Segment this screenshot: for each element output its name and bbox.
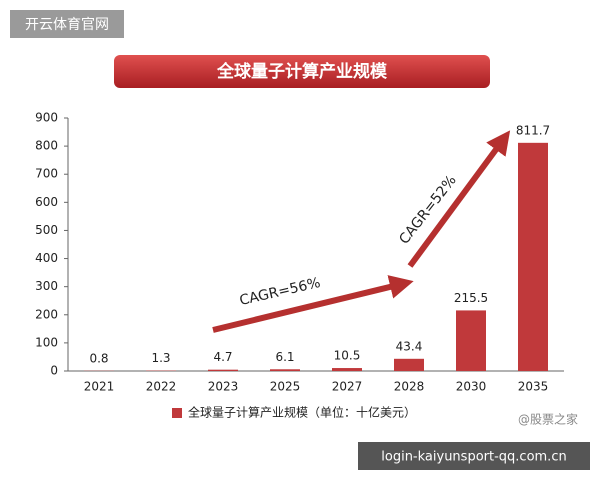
data-label: 10.5 (334, 349, 361, 363)
data-label: 6.1 (275, 350, 294, 364)
x-tick-label: 2027 (332, 380, 363, 394)
bar (208, 370, 238, 371)
data-label: 4.7 (213, 350, 232, 364)
x-tick-label: 2022 (146, 380, 177, 394)
legend-label: 全球量子计算产业规模（单位：十亿美元） (188, 405, 416, 420)
y-tick-label: 900 (35, 111, 58, 125)
data-label: 215.5 (454, 291, 488, 305)
x-tick-label: 2030 (456, 380, 487, 394)
bar (456, 310, 486, 371)
y-tick-label: 600 (35, 195, 58, 209)
bar (518, 143, 548, 371)
x-tick-label: 2035 (518, 380, 549, 394)
x-tick-label: 2023 (208, 380, 239, 394)
chart-title: 全球量子计算产业规模 (216, 61, 388, 82)
x-tick-label: 2021 (84, 380, 115, 394)
y-tick-label: 200 (35, 307, 58, 321)
data-label: 43.4 (396, 339, 423, 353)
y-tick-label: 800 (35, 139, 58, 153)
x-tick-label: 2028 (394, 380, 425, 394)
y-tick-label: 0 (50, 364, 58, 378)
y-tick-label: 400 (35, 251, 58, 265)
watermark: @股票之家 (518, 412, 578, 427)
y-tick-label: 700 (35, 167, 58, 181)
y-tick-label: 500 (35, 223, 58, 237)
data-label: 811.7 (516, 123, 550, 137)
bar (332, 368, 362, 371)
y-tick-label: 100 (35, 335, 58, 349)
legend-swatch (172, 408, 182, 418)
y-tick-label: 300 (35, 279, 58, 293)
data-label: 0.8 (89, 351, 108, 365)
data-label: 1.3 (151, 351, 170, 365)
x-tick-label: 2025 (270, 380, 301, 394)
watermark: 开云体育官网 (25, 17, 109, 33)
bar (394, 359, 424, 371)
watermark: login-kaiyunsport-qq.com.cn (381, 450, 566, 465)
bar (270, 369, 300, 371)
